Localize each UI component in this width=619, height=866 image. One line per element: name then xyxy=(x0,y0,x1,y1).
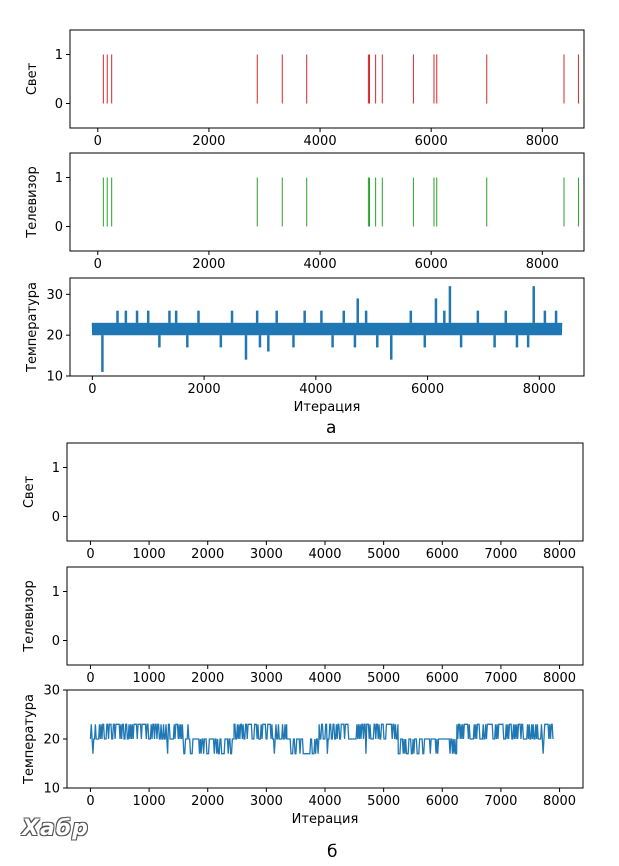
y-tick-label: 30 xyxy=(43,684,60,699)
x-tick-label: 1000 xyxy=(133,547,166,562)
x-axis-label: Итерация xyxy=(292,812,359,827)
x-tick-label: 8000 xyxy=(543,794,576,809)
x-tick-label: 6000 xyxy=(411,382,444,397)
y-axis-label: Телевизор xyxy=(25,166,40,238)
x-tick-label: 0 xyxy=(88,382,96,397)
x-tick-label: 8000 xyxy=(543,547,576,562)
chart-b-light: 0 1000 2000 3000 4000 5000 6000 7000 8000 0 1 Свет xyxy=(22,442,584,562)
watermark-logo: Хабр xyxy=(22,816,89,841)
y-tick-label: 1 xyxy=(52,461,60,476)
x-axis-label: Итерация xyxy=(294,400,361,415)
y-tick-label: 0 xyxy=(55,97,63,112)
chart-b-temp: 0 1000 2000 3000 4000 5000 6000 7000 8000 10 20 30 Т… xyxy=(22,684,584,827)
x-tick-label: 0 xyxy=(94,257,102,272)
x-tick-label: 6000 xyxy=(426,671,459,686)
x-tick-label: 0 xyxy=(86,671,94,686)
x-tick-label: 4000 xyxy=(299,382,332,397)
y-tick-label: 0 xyxy=(55,220,63,235)
y-tick-label: 0 xyxy=(52,634,60,649)
chart-b-tv: 0 1000 2000 3000 4000 5000 6000 7000 8000 0 1 Телев… xyxy=(22,566,584,686)
x-tick-label: 2000 xyxy=(191,671,224,686)
y-tick-label: 20 xyxy=(43,733,60,748)
x-tick-label: 2000 xyxy=(192,257,225,272)
x-tick-label: 4000 xyxy=(308,671,341,686)
x-tick-label: 7000 xyxy=(484,671,517,686)
y-tick-label: 1 xyxy=(52,585,60,600)
axes-frame xyxy=(66,566,584,666)
y-axis-label: Температура xyxy=(25,282,40,373)
x-tick-label: 3000 xyxy=(250,547,283,562)
x-tick-label: 6000 xyxy=(426,794,459,809)
x-tick-label: 3000 xyxy=(250,794,283,809)
x-tick-label: 5000 xyxy=(367,794,400,809)
chart-a-light: 0 2000 4000 6000 8000 0 1 Свет xyxy=(25,29,585,149)
y-tick-label: 20 xyxy=(46,329,63,344)
y-axis-label: Свет xyxy=(25,62,40,95)
y-tick-label: 1 xyxy=(55,48,63,63)
x-tick-label: 5000 xyxy=(367,671,400,686)
x-tick-label: 2000 xyxy=(188,382,221,397)
x-tick-label: 6000 xyxy=(426,547,459,562)
y-tick-label: 0 xyxy=(52,510,60,525)
y-tick-label: 1 xyxy=(55,171,63,186)
y-axis-label: Свет xyxy=(22,475,37,508)
axes-frame xyxy=(69,152,585,252)
plot-area-a-light xyxy=(102,54,579,104)
y-tick-label: 10 xyxy=(46,370,63,385)
x-tick-label: 1000 xyxy=(133,671,166,686)
y-axis-label: Телевизор xyxy=(22,580,37,652)
y-tick-label: 30 xyxy=(46,288,63,303)
chart-a-tv: 0 2000 4000 6000 8000 0 1 Телевизор xyxy=(25,152,585,272)
axes-frame xyxy=(69,29,585,129)
x-tick-label: 3000 xyxy=(250,671,283,686)
x-tick-label: 0 xyxy=(86,547,94,562)
x-tick-label: 1000 xyxy=(133,794,166,809)
caption-b: б xyxy=(327,842,338,862)
x-tick-label: 7000 xyxy=(484,794,517,809)
y-axis-label: Температура xyxy=(22,694,37,785)
series-line xyxy=(89,723,554,755)
x-tick-label: 0 xyxy=(94,134,102,149)
x-tick-label: 4000 xyxy=(308,547,341,562)
x-tick-label: 4000 xyxy=(304,134,337,149)
x-tick-label: 2000 xyxy=(191,794,224,809)
x-tick-label: 8000 xyxy=(523,382,556,397)
x-tick-label: 8000 xyxy=(543,671,576,686)
axes-frame xyxy=(66,442,584,542)
x-tick-label: 7000 xyxy=(484,547,517,562)
y-tick-label: 10 xyxy=(43,782,60,797)
x-tick-label: 5000 xyxy=(367,547,400,562)
x-tick-label: 0 xyxy=(86,794,94,809)
x-tick-label: 6000 xyxy=(415,134,448,149)
x-tick-label: 4000 xyxy=(308,794,341,809)
x-tick-label: 2000 xyxy=(191,547,224,562)
x-tick-label: 6000 xyxy=(415,257,448,272)
series-band xyxy=(92,322,562,336)
chart-a-temp: 0 2000 4000 6000 8000 10 20 30 Температура Итерац… xyxy=(25,277,585,415)
plot-area-a-tv xyxy=(102,177,579,227)
axes-frame xyxy=(69,277,585,377)
x-tick-label: 2000 xyxy=(192,134,225,149)
plot-area-b-temp xyxy=(89,723,554,755)
x-tick-label: 4000 xyxy=(304,257,337,272)
caption-a: а xyxy=(326,418,337,438)
x-tick-label: 8000 xyxy=(526,134,559,149)
x-tick-label: 8000 xyxy=(526,257,559,272)
plot-area-a-temp xyxy=(91,286,563,372)
